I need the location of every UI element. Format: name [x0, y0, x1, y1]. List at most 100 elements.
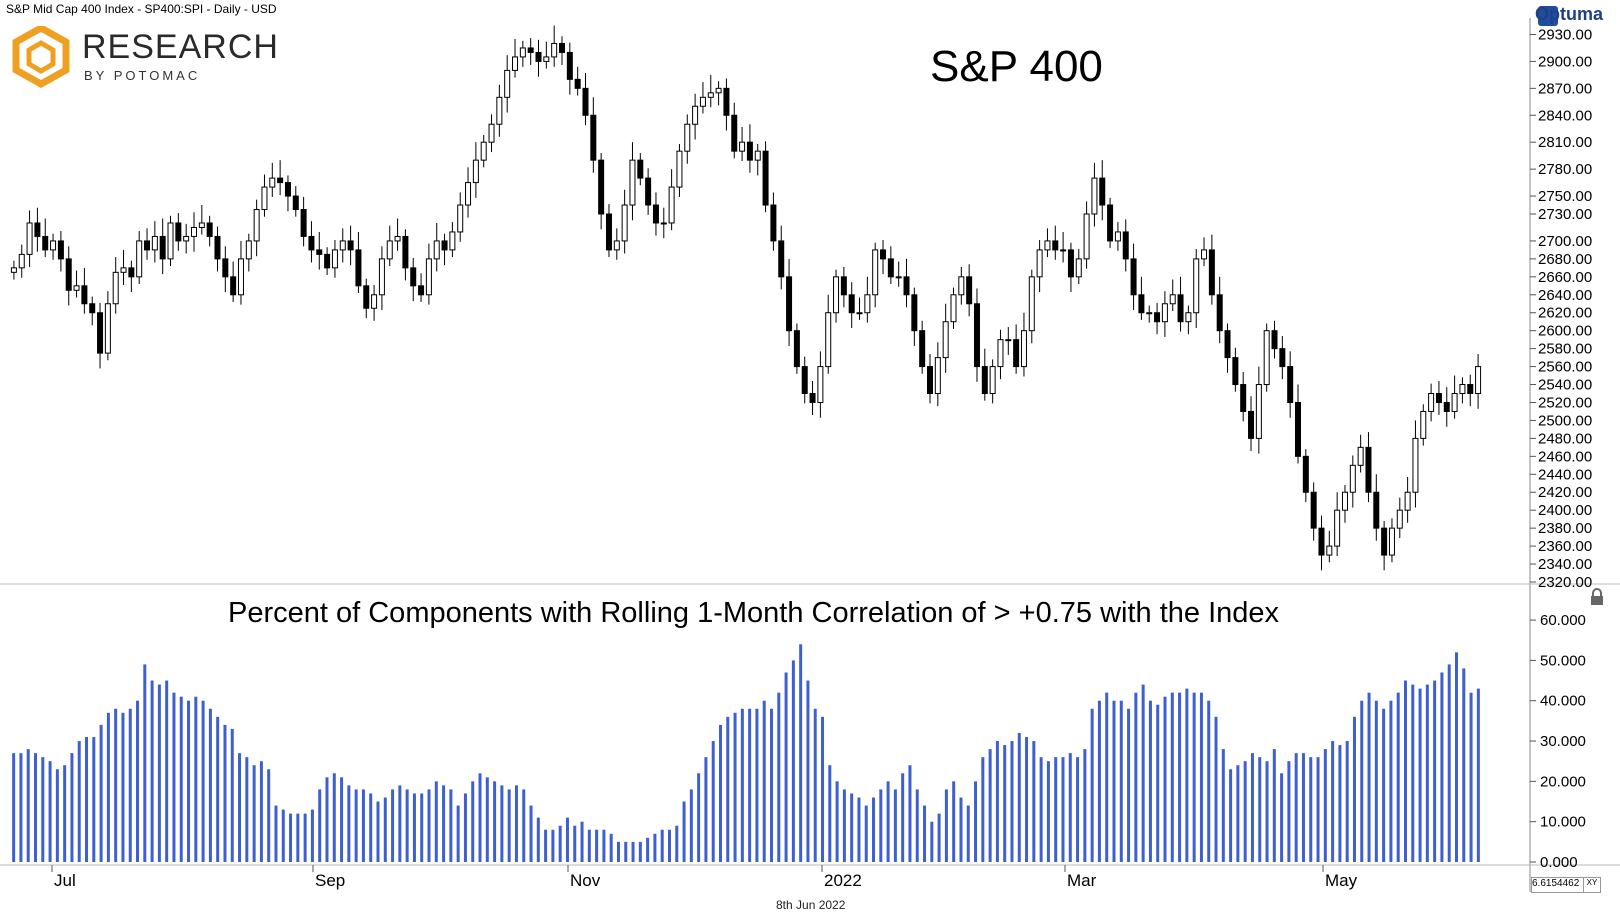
correlation-bar — [580, 821, 584, 862]
candle-body — [1052, 240, 1059, 251]
correlation-bar — [434, 781, 438, 862]
correlation-bar — [216, 716, 220, 862]
candle-body — [1435, 393, 1442, 403]
correlation-bar — [405, 789, 409, 862]
candle-body — [919, 330, 926, 368]
candle-body — [136, 240, 143, 278]
lower-y-tick-label: 0.000 — [1540, 854, 1578, 871]
candle-body — [1067, 249, 1074, 278]
candle-body — [1451, 393, 1458, 412]
candle-body — [433, 240, 440, 260]
candle-body — [840, 276, 847, 296]
brand-name: Optuma — [1535, 4, 1604, 24]
candle-body — [551, 42, 558, 58]
candle-body — [1443, 401, 1450, 412]
correlation-bar — [1382, 708, 1386, 862]
correlation-bar — [1141, 684, 1145, 862]
correlation-bar — [667, 829, 671, 862]
correlation-bar — [340, 777, 344, 862]
correlation-bar — [536, 817, 540, 862]
candle-body — [880, 249, 887, 260]
potomac-hexagon-logo-icon — [12, 26, 70, 88]
candle-body — [1373, 491, 1380, 529]
correlation-bar — [514, 785, 518, 862]
candle-body — [1224, 330, 1231, 359]
correlation-bar — [602, 829, 606, 862]
candle-body — [1459, 384, 1466, 395]
correlation-bar — [412, 793, 416, 862]
candle-body — [34, 222, 41, 237]
correlation-bar — [959, 797, 963, 862]
correlation-bar — [1207, 700, 1211, 862]
upper-y-tick-label: 2730.00 — [1538, 206, 1592, 223]
candle-body — [371, 294, 378, 309]
upper-y-tick-label: 2380.00 — [1538, 520, 1592, 537]
candle-body — [316, 249, 323, 255]
candle-body — [418, 285, 425, 296]
correlation-bar — [1010, 741, 1014, 862]
candle-body — [676, 150, 683, 188]
candle-body — [731, 114, 738, 152]
correlation-bar — [70, 753, 74, 862]
candle-body — [394, 235, 401, 242]
candle-body — [222, 258, 229, 278]
correlation-bar — [1076, 757, 1080, 862]
correlation-bar — [157, 684, 161, 862]
correlation-bar — [1090, 708, 1094, 862]
correlation-bar — [1032, 741, 1036, 862]
candle-body — [1310, 491, 1317, 529]
correlation-bar — [85, 737, 89, 862]
correlation-bar — [864, 805, 868, 862]
upper-y-tick-label: 2900.00 — [1538, 53, 1592, 70]
correlation-bar — [1462, 668, 1466, 862]
candle-body — [535, 51, 542, 62]
candle-body — [504, 69, 511, 98]
correlation-bar — [631, 841, 635, 862]
candle-body — [723, 87, 730, 116]
correlation-bar — [638, 841, 642, 862]
lower-chart-title: Percent of Components with Rolling 1-Mon… — [228, 597, 1280, 629]
candle-body — [927, 366, 933, 395]
candle-body — [73, 285, 80, 291]
correlation-bar — [1338, 745, 1342, 862]
correlation-bar — [493, 781, 497, 862]
candle-body — [120, 267, 127, 273]
candle-body — [269, 177, 276, 188]
upper-chart-title: S&P 400 — [930, 42, 1103, 91]
candle-body — [1388, 527, 1395, 556]
candle-body — [347, 240, 354, 251]
upper-y-tick-label: 2600.00 — [1538, 323, 1592, 340]
correlation-bar — [369, 793, 373, 862]
correlation-bar — [937, 813, 941, 862]
correlation-bar — [223, 724, 227, 862]
upper-y-tick-label: 2620.00 — [1538, 305, 1592, 322]
upper-y-tick-label: 2680.00 — [1538, 251, 1592, 268]
correlation-bar — [821, 716, 825, 862]
correlation-bar — [930, 821, 934, 862]
correlation-bar — [1280, 773, 1284, 862]
candle-body — [488, 123, 495, 143]
correlation-bar — [981, 757, 985, 862]
candle-body — [778, 240, 785, 278]
correlation-bar — [1294, 753, 1298, 862]
correlation-bar — [544, 829, 548, 862]
candle-body — [1044, 240, 1051, 251]
upper-y-tick-label: 2460.00 — [1538, 448, 1592, 465]
candle-body — [183, 235, 190, 242]
correlation-bar — [1017, 732, 1021, 862]
correlation-bar — [427, 789, 431, 862]
upper-y-tick-label: 2810.00 — [1538, 134, 1592, 151]
correlation-bar — [41, 757, 45, 862]
candle-body — [629, 159, 636, 206]
xy-toggle-button[interactable]: XY — [1583, 877, 1601, 893]
lock-icon[interactable] — [1589, 588, 1605, 606]
correlation-bar — [318, 789, 322, 862]
correlation-bar — [988, 749, 992, 862]
candle-body — [10, 267, 17, 273]
candle-body — [253, 209, 260, 242]
correlation-bar — [507, 789, 511, 862]
correlation-bar — [1374, 700, 1378, 862]
candle-body — [692, 105, 699, 125]
candle-body — [645, 177, 652, 206]
